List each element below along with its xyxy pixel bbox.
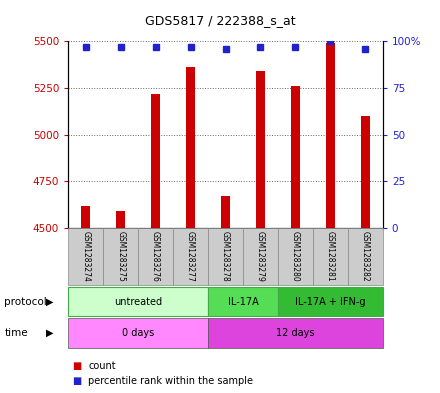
- Bar: [116, 211, 125, 228]
- Bar: [81, 206, 90, 228]
- Bar: [326, 43, 335, 228]
- Text: GSM1283275: GSM1283275: [116, 231, 125, 282]
- Bar: [208, 287, 278, 316]
- Bar: [291, 86, 300, 228]
- Bar: [68, 287, 208, 316]
- Text: GSM1283276: GSM1283276: [151, 231, 160, 282]
- Text: ▶: ▶: [46, 297, 54, 307]
- Text: 12 days: 12 days: [276, 328, 315, 338]
- Text: ■: ■: [73, 376, 82, 386]
- Text: untreated: untreated: [114, 297, 162, 307]
- Text: ■: ■: [73, 361, 82, 371]
- Bar: [138, 228, 173, 285]
- Bar: [103, 228, 138, 285]
- Bar: [256, 71, 265, 228]
- Bar: [68, 318, 208, 348]
- Bar: [278, 228, 313, 285]
- Text: GSM1283278: GSM1283278: [221, 231, 230, 282]
- Bar: [173, 228, 208, 285]
- Text: 0 days: 0 days: [122, 328, 154, 338]
- Text: GSM1283274: GSM1283274: [81, 231, 90, 282]
- Bar: [361, 116, 370, 228]
- Bar: [186, 68, 195, 228]
- Bar: [208, 318, 383, 348]
- Bar: [68, 228, 103, 285]
- Text: protocol: protocol: [4, 297, 47, 307]
- Text: GSM1283280: GSM1283280: [291, 231, 300, 282]
- Bar: [243, 228, 278, 285]
- Text: GSM1283279: GSM1283279: [256, 231, 265, 282]
- Text: count: count: [88, 361, 116, 371]
- Bar: [208, 228, 243, 285]
- Bar: [221, 196, 230, 228]
- Text: IL-17A + IFN-g: IL-17A + IFN-g: [295, 297, 366, 307]
- Text: GSM1283281: GSM1283281: [326, 231, 335, 282]
- Text: IL-17A: IL-17A: [227, 297, 258, 307]
- Text: GSM1283282: GSM1283282: [361, 231, 370, 282]
- Bar: [151, 94, 160, 228]
- Text: GDS5817 / 222388_s_at: GDS5817 / 222388_s_at: [145, 14, 295, 27]
- Bar: [278, 287, 383, 316]
- Bar: [313, 228, 348, 285]
- Text: ▶: ▶: [46, 328, 54, 338]
- Text: percentile rank within the sample: percentile rank within the sample: [88, 376, 253, 386]
- Text: time: time: [4, 328, 28, 338]
- Bar: [348, 228, 383, 285]
- Text: GSM1283277: GSM1283277: [186, 231, 195, 282]
